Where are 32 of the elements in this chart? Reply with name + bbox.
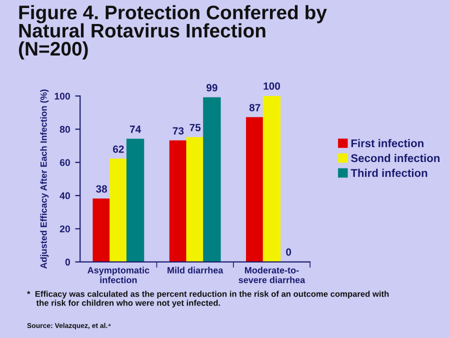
chart-title: Figure 4. Protection Conferred by Natural Rotavirus Infection (N=200): [18, 5, 327, 60]
legend-label: Third infection: [350, 168, 428, 177]
legend-label: First infection: [351, 139, 424, 148]
data-label: 75: [190, 124, 201, 132]
data-label: 99: [206, 84, 218, 92]
x-tick-label: Moderate-to- severe diarrhea: [238, 266, 306, 284]
data-label: 100: [264, 82, 280, 90]
y-axis-title: Adjusted Efficacy After Each Infection (%): [40, 90, 49, 269]
data-label: 73: [172, 127, 184, 135]
bar: [126, 138, 144, 262]
bar: [262, 96, 281, 262]
data-label: 74: [130, 126, 142, 133]
legend-label: Second infection: [350, 154, 440, 162]
bar: [92, 198, 110, 262]
y-tick-label: 0: [65, 258, 70, 266]
bar: [110, 158, 128, 262]
text: * Efficacy was calculated as the percent reduction in the risk of an outcome compared with the risk for children who were not yet infected.: [27, 290, 389, 308]
data-label: 0: [286, 248, 292, 256]
y-tick-label: 80: [60, 126, 70, 133]
bar: [186, 137, 204, 262]
data-label: 38: [96, 185, 108, 193]
x-tick-label: Mild diarrhea: [168, 266, 224, 274]
data-label: 87: [249, 104, 260, 112]
y-tick-label: 60: [60, 159, 70, 166]
bar: [246, 117, 264, 262]
y-tick-label: 100: [54, 92, 70, 100]
bar: [169, 140, 188, 262]
y-tick-label: 40: [60, 192, 70, 200]
bar: [203, 97, 221, 262]
data-label: 62: [113, 145, 124, 153]
x-tick-label: Asymptomatic infection: [88, 266, 150, 284]
y-tick-label: 20: [60, 225, 70, 232]
